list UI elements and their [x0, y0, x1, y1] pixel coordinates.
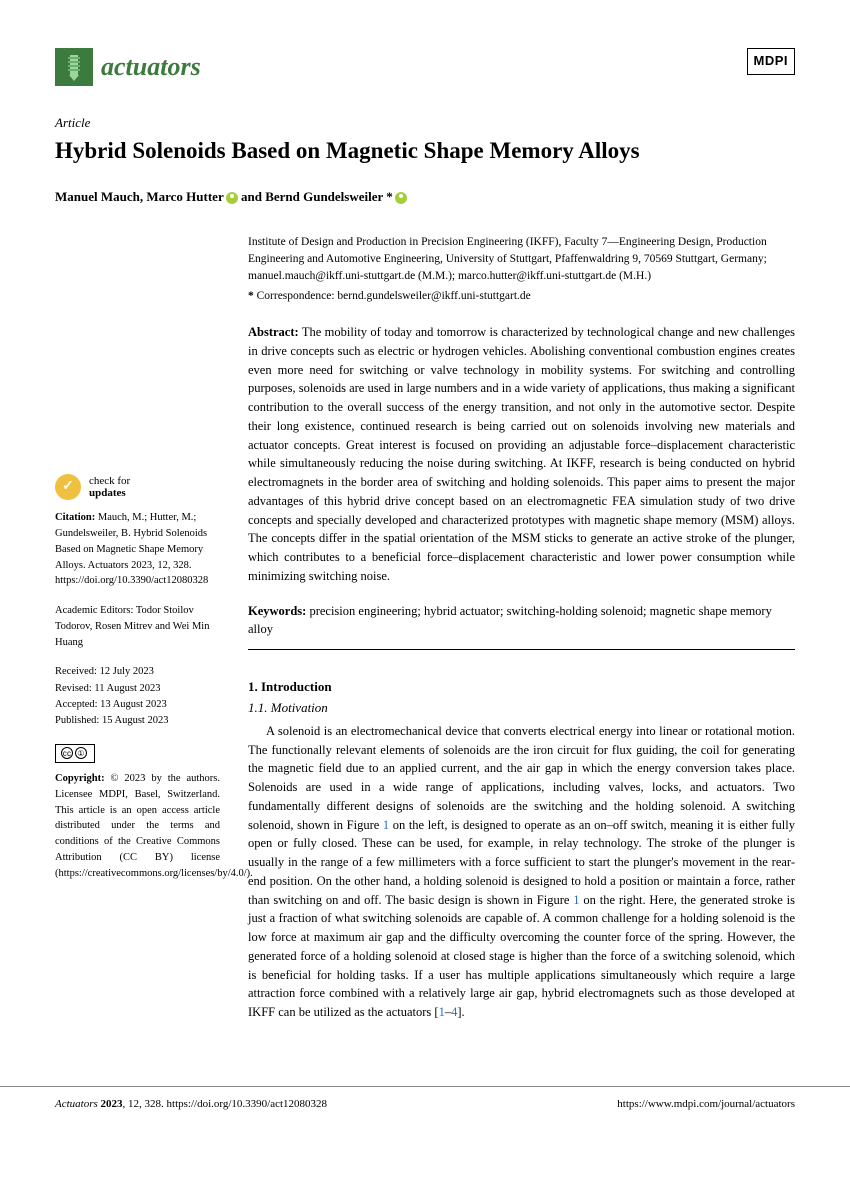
body-text-c: on the right. Here, the generated stroke… — [248, 893, 795, 1020]
citation-block: Citation: Mauch, M.; Hutter, M.; Gundels… — [55, 510, 220, 589]
keywords-rule — [248, 649, 795, 650]
correspondence-text: Correspondence: bernd.gundelsweiler@ikff… — [257, 290, 531, 302]
check-line2: updates — [89, 487, 130, 499]
main-column: Institute of Design and Production in Pr… — [248, 234, 795, 1021]
author-names-1: Manuel Mauch, Marco Hutter — [55, 189, 224, 204]
subsection-heading: 1.1. Motivation — [248, 699, 795, 718]
check-updates-badge[interactable]: ✓ check for updates — [55, 474, 220, 500]
orcid-icon[interactable] — [226, 192, 238, 204]
copyright-label: Copyright: — [55, 773, 105, 784]
article-title: Hybrid Solenoids Based on Magnetic Shape… — [55, 137, 795, 166]
date-received: Received: 12 July 2023 — [55, 664, 220, 680]
article-type: Article — [55, 114, 795, 133]
cc-license-badge[interactable]: cc① — [55, 744, 220, 772]
keywords-label: Keywords: — [248, 604, 306, 618]
footer-left: Actuators 2023, 12, 328. https://doi.org… — [55, 1097, 327, 1113]
date-revised: Revised: 11 August 2023 — [55, 681, 220, 697]
abstract-label: Abstract: — [248, 325, 299, 339]
citation-label: Citation: — [55, 512, 95, 523]
journal-brand: actuators — [55, 48, 201, 86]
journal-name: actuators — [101, 48, 201, 86]
keywords-block: Keywords: precision engineering; hybrid … — [248, 602, 795, 640]
section-heading: 1. Introduction — [248, 678, 795, 697]
author-names-2: and Bernd Gundelsweiler * — [238, 189, 393, 204]
abstract-block: Abstract: The mobility of today and tomo… — [248, 323, 795, 586]
footer-citation: , 12, 328. https://doi.org/10.3390/act12… — [123, 1098, 328, 1110]
editors-label: Academic Editors: — [55, 605, 133, 616]
body-text-a: A solenoid is an electromechanical devic… — [248, 724, 795, 832]
sidebar-column: ✓ check for updates Citation: Mauch, M.;… — [55, 234, 220, 1021]
keywords-text: precision engineering; hybrid actuator; … — [248, 604, 772, 637]
publisher-badge[interactable]: MDPI — [747, 48, 796, 75]
dates-block: Received: 12 July 2023 Revised: 11 Augus… — [55, 664, 220, 729]
orcid-icon[interactable] — [395, 192, 407, 204]
footer-year: 2023 — [101, 1098, 123, 1110]
date-accepted: Accepted: 13 August 2023 — [55, 697, 220, 713]
page-header: actuators MDPI — [55, 48, 795, 86]
copyright-text: © 2023 by the authors. Licensee MDPI, Ba… — [55, 773, 253, 879]
page-footer: Actuators 2023, 12, 328. https://doi.org… — [0, 1086, 850, 1131]
copyright-block: Copyright: © 2023 by the authors. Licens… — [55, 771, 220, 881]
footer-journal: Actuators — [55, 1098, 101, 1110]
affiliation: Institute of Design and Production in Pr… — [248, 234, 795, 284]
body-text-d: ]. — [457, 1005, 464, 1019]
authors-line: Manuel Mauch, Marco Hutter and Bernd Gun… — [55, 188, 795, 207]
footer-right[interactable]: https://www.mdpi.com/journal/actuators — [617, 1097, 795, 1113]
check-updates-icon: ✓ — [55, 474, 81, 500]
journal-logo-icon — [55, 48, 93, 86]
correspondence-star: * — [248, 290, 254, 302]
correspondence: * Correspondence: bernd.gundelsweiler@ik… — [248, 288, 795, 305]
editors-block: Academic Editors: Todor Stoilov Todorov,… — [55, 603, 220, 650]
body-paragraph: A solenoid is an electromechanical devic… — [248, 722, 795, 1022]
check-line1: check for — [89, 475, 130, 487]
citation-text: Mauch, M.; Hutter, M.; Gundelsweiler, B.… — [55, 512, 208, 586]
abstract-text: The mobility of today and tomorrow is ch… — [248, 325, 795, 583]
date-published: Published: 15 August 2023 — [55, 713, 220, 729]
